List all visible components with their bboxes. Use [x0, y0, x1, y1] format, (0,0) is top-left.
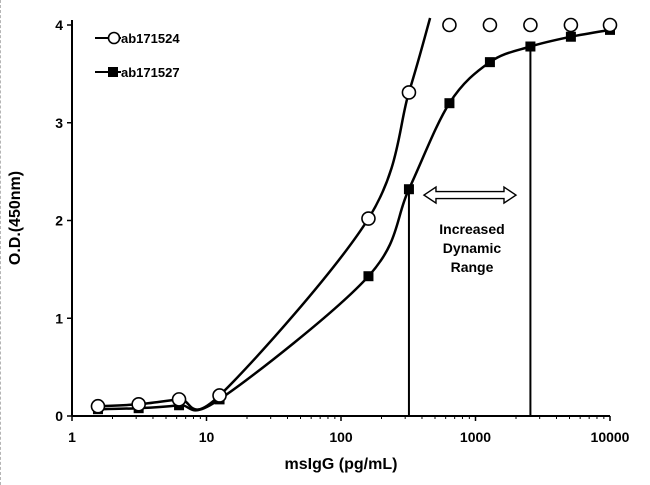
- annotation-text: Dynamic: [443, 240, 502, 256]
- y-axis-title: O.D.(450nm): [7, 171, 24, 265]
- data-point-ab171524: [442, 17, 457, 33]
- legend-label-ab171527: ab171527: [121, 65, 180, 80]
- annotation-text: Increased: [439, 221, 504, 237]
- data-point-ab171524: [131, 396, 146, 412]
- data-point-ab171524: [602, 17, 618, 33]
- data-point-ab171527: [565, 31, 576, 42]
- legend: ab171524 ab171527: [95, 31, 180, 80]
- x-axis-title: msIgG (pg/mL): [285, 456, 398, 473]
- dynamic-range-arrow: [422, 185, 518, 205]
- data-point-ab171524: [171, 392, 187, 407]
- data-point-ab171527: [403, 184, 414, 195]
- series-markers: [90, 17, 618, 415]
- y-tick-label: 1: [55, 310, 63, 326]
- x-tick-label: 1000: [460, 429, 491, 445]
- reference-lines: [407, 46, 532, 416]
- x-tick-label: 1: [68, 429, 76, 445]
- left-dashed-border: [0, 0, 3, 485]
- x-tick-label: 100: [329, 429, 353, 445]
- data-point-ab171524: [482, 17, 498, 33]
- y-tick-label: 4: [55, 17, 63, 33]
- legend-label-ab171524: ab171524: [121, 31, 180, 46]
- annotation: Increased Dynamic Range: [422, 185, 518, 275]
- series-line-ab171527: [97, 28, 611, 412]
- data-point-ab171527: [484, 57, 495, 68]
- data-point-ab171524: [361, 211, 376, 226]
- y-tick-label: 3: [55, 115, 63, 131]
- data-point-ab171524: [523, 17, 538, 33]
- x-tick-label: 10000: [591, 429, 630, 445]
- data-point-ab171524: [563, 17, 579, 33]
- data-point-ab171527: [363, 271, 374, 282]
- legend-marker-ab171527: [108, 67, 118, 77]
- data-point-ab171524: [401, 85, 417, 100]
- data-point-ab171527: [525, 41, 536, 52]
- data-point-ab171524: [90, 398, 106, 414]
- annotation-text: Range: [451, 259, 494, 275]
- data-point-ab171524: [212, 388, 227, 403]
- y-tick-label: 2: [55, 213, 63, 229]
- y-tick-label: 0: [55, 408, 63, 424]
- legend-marker-ab171524: [107, 31, 121, 45]
- data-point-ab171527: [444, 98, 455, 109]
- x-tick-label: 10: [199, 429, 215, 445]
